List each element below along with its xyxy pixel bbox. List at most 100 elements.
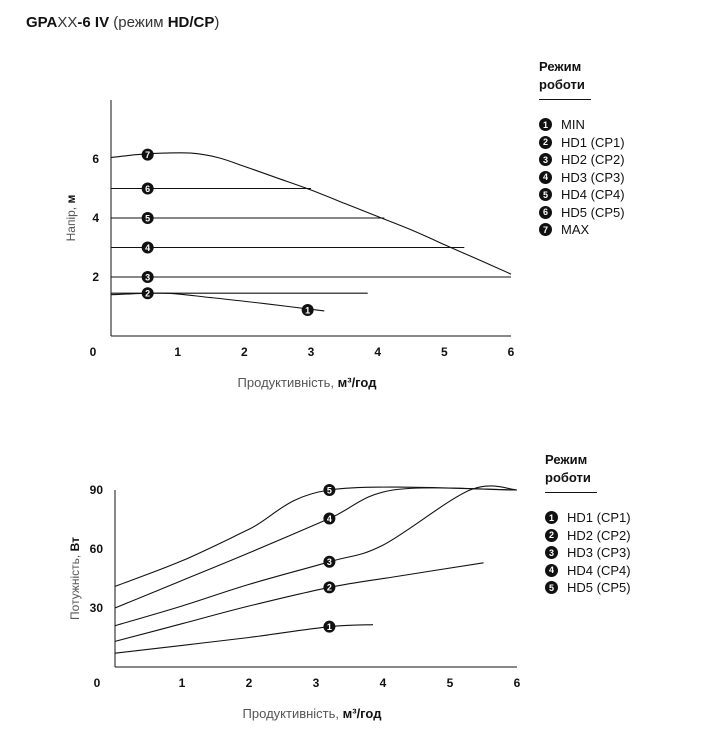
power-chart-series-marker-3: 3 [323, 555, 336, 568]
power-chart-series-marker-1: 1 [323, 620, 336, 633]
power-chart-series-line-2 [114, 562, 484, 642]
legend-bottom-label: HD5 (CP5) [567, 580, 631, 596]
head-chart-y-label-text: Напір, [64, 204, 78, 242]
head-chart-marker-icon [141, 271, 154, 283]
mode-close: ) [214, 14, 220, 31]
legend-top-label: HD4 (CP4) [561, 187, 625, 203]
legend-top-marker-icon: 4 [539, 170, 552, 184]
power-chart-x-tick: 5 [447, 676, 454, 690]
head-chart-x-tick: 0 [90, 345, 97, 359]
power-chart-series-marker-4: 4 [323, 512, 336, 525]
power-chart-series-line-5 [114, 486, 518, 587]
head-chart-series-marker-4: 4 [141, 241, 154, 254]
power-chart-marker-icon [323, 484, 336, 496]
head-chart-marker-icon [141, 148, 154, 161]
power-chart-x-tick: 1 [179, 676, 186, 690]
head-chart-x-tick: 4 [374, 345, 381, 359]
model-tail: -6 IV [77, 14, 110, 31]
head-chart-marker-label: 1 [305, 305, 310, 315]
power-chart-marker-icon [323, 620, 336, 633]
legend-top-marker-icon: 5 [539, 188, 552, 202]
head-chart-x-tick: 1 [174, 345, 181, 359]
head-chart-marker-icon [141, 241, 154, 254]
power-chart-marker-icon [323, 555, 336, 568]
legend-top-item: 2 HD1 (CP1) [539, 134, 625, 152]
head-chart-y-tick: 2 [92, 270, 99, 284]
head-chart-marker-icon [141, 212, 154, 224]
head-chart-series-line-7 [110, 152, 512, 275]
legend-bottom-marker-icon: 3 [545, 546, 558, 560]
head-chart-marker-label: 4 [145, 243, 150, 253]
head-chart-marker-icon [141, 287, 154, 300]
power-chart-y-tick: 30 [90, 601, 104, 615]
legend-top-rule [539, 99, 591, 100]
head-chart-y-label-unit: м [64, 195, 78, 204]
legend-top: Режим роботи 1 MIN 2 HD1 (CP1) 3 HD2 (CP2) 4 HD… [539, 58, 625, 239]
power-chart-y-label-text: Потужність, [68, 551, 82, 620]
power-chart-x-tick: 0 [94, 676, 101, 690]
power-chart-series-line-1 [114, 624, 374, 654]
power-chart-marker-label: 1 [327, 622, 332, 632]
legend-top-label: MIN [561, 117, 585, 133]
head-chart-y-label: Напір, м [64, 195, 78, 242]
legend-bottom-label: HD1 (CP1) [567, 510, 631, 526]
head-chart-marker-label: 7 [145, 150, 150, 160]
head-chart: 0 1 2 3 4 5 6 2 4 6 Напір, м Продуктивність, м³/год… [64, 100, 515, 390]
head-chart-marker-label: 6 [145, 184, 150, 194]
legend-bottom-label: HD2 (CP2) [567, 527, 631, 543]
legend-bottom-head1: Режим [545, 452, 588, 467]
head-chart-y-tick: 4 [92, 211, 99, 225]
legend-top-marker-icon: 3 [539, 153, 552, 167]
power-chart-marker-icon [323, 581, 336, 594]
head-chart-y-tick: 6 [92, 152, 99, 166]
head-chart-x-label-unit: м³/год [338, 375, 378, 390]
head-chart-x-tick: 3 [308, 345, 315, 359]
legend-bottom-item: 1 HD1 (CP1) [545, 509, 631, 527]
legend-top-head1: Режим [539, 59, 582, 74]
legend-top-marker-icon: 6 [539, 205, 552, 219]
power-chart-marker-icon [323, 512, 336, 525]
page-title: GPAXX-6 IV (режим HD/CP) [26, 14, 219, 31]
power-chart-marker-label: 3 [327, 557, 332, 567]
legend-bottom-label: HD4 (CP4) [567, 562, 631, 578]
power-chart-marker-label: 2 [327, 583, 332, 593]
head-chart-marker-label: 5 [145, 213, 150, 223]
power-chart-x-tick: 4 [380, 676, 387, 690]
legend-bottom-item: 3 HD3 (CP3) [545, 544, 631, 562]
power-chart: 0 1 2 3 4 5 6 30 60 90 Потужність, Вт Продуктивніст… [68, 483, 521, 721]
power-chart-y-tick: 60 [90, 542, 104, 556]
power-chart-series-marker-5: 5 [323, 484, 336, 496]
legend-top-label: HD1 (CP1) [561, 134, 625, 150]
head-chart-series-marker-6: 6 [141, 182, 154, 195]
legend-top-item: 1 MIN [539, 116, 625, 134]
head-chart-marker-icon [141, 182, 154, 195]
legend-top-label: HD2 (CP2) [561, 152, 625, 168]
power-chart-x-tick: 3 [313, 676, 320, 690]
power-chart-x-label-unit: м³/год [343, 706, 383, 721]
legend-bottom-item: 2 HD2 (CP2) [545, 527, 631, 545]
head-chart-series-marker-3: 3 [141, 271, 154, 283]
power-chart-series-marker-2: 2 [323, 581, 336, 594]
legend-top-item: 6 HD5 (CP5) [539, 204, 625, 222]
legend-top-marker-icon: 2 [539, 135, 552, 149]
head-chart-x-tick: 6 [508, 345, 515, 359]
head-chart-x-tick: 5 [441, 345, 448, 359]
legend-bottom-marker-icon: 1 [545, 511, 558, 525]
legend-top-marker-icon: 7 [539, 223, 552, 237]
legend-top-label: HD3 (CP3) [561, 169, 625, 185]
head-chart-marker-label: 2 [145, 289, 150, 299]
legend-bottom-rule [545, 492, 597, 493]
head-chart-x-label-text: Продуктивність, [238, 375, 338, 390]
power-chart-x-label: Продуктивність, м³/год [243, 706, 383, 721]
power-chart-y-tick: 90 [90, 483, 104, 497]
legend-top-item: 7 MAX [539, 221, 625, 239]
legend-top-label: MAX [561, 222, 590, 238]
legend-bottom-label: HD3 (CP3) [567, 545, 631, 561]
legend-top-label: HD5 (CP5) [561, 204, 625, 220]
head-chart-x-label: Продуктивність, м³/год [238, 375, 378, 390]
head-chart-series-marker-1: 1 [301, 304, 314, 317]
model-bold: GPA [26, 14, 58, 31]
head-chart-series-marker-2: 2 [141, 287, 154, 300]
power-chart-x-tick: 2 [246, 676, 253, 690]
